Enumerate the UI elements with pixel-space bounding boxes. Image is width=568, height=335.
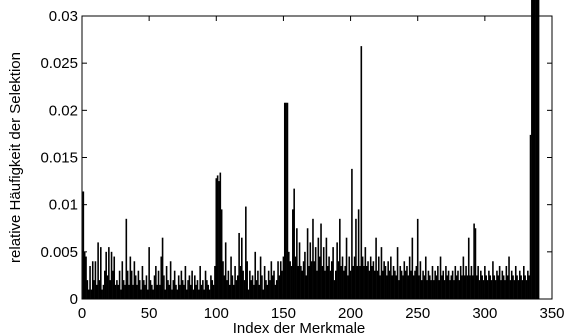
ticks-group	[81, 15, 553, 300]
plot-frame	[81, 15, 553, 300]
x-tick-label: 250	[405, 305, 430, 322]
y-tick-label: 0.025	[40, 55, 78, 72]
x-tick-label: 300	[472, 305, 497, 322]
x-tick-label: 150	[271, 305, 296, 322]
x-tick-label: 100	[204, 305, 229, 322]
y-tick-label: 0.01	[49, 197, 78, 214]
x-tick-label: 350	[539, 305, 564, 322]
y-tick-label: 0.03	[49, 8, 78, 25]
x-axis-label: Index der Merkmale	[233, 320, 366, 335]
y-tick-label: 0	[70, 291, 78, 308]
y-tick-label: 0.015	[40, 150, 78, 167]
tick-labels-group: 0 50 100 150 200 250 300 350 0 0.005 0.01 0.015 0.02…	[40, 8, 564, 322]
y-axis-label: relative Häufigkeit der Selektion	[7, 52, 24, 263]
bars-group	[82, 0, 540, 299]
x-tick-label: 50	[141, 305, 158, 322]
x-tick-label: 200	[338, 305, 363, 322]
y-tick-label: 0.02	[49, 102, 78, 119]
x-tick-label: 0	[78, 305, 86, 322]
y-tick-label: 0.005	[40, 244, 78, 261]
